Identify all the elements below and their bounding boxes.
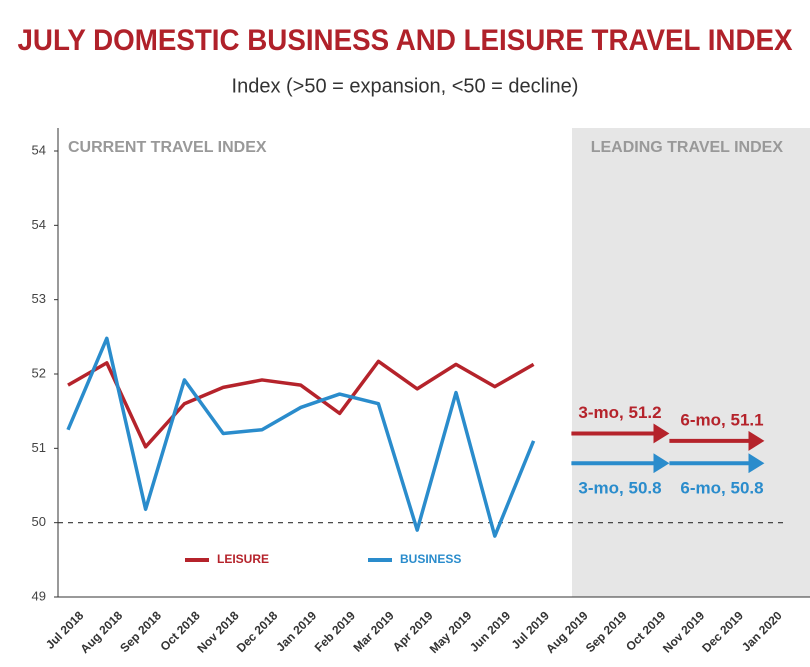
x-tick-label: Jun 2019 [467,608,513,654]
x-tick-label: Jan 2019 [273,608,319,654]
leading-label: LEADING TRAVEL INDEX [591,139,784,156]
x-tick-label: Aug 2018 [78,608,126,656]
y-tick-label: 54 [32,217,46,232]
leading-label: 6-mo, 50.8 [680,479,763,498]
x-tick-label: Nov 2018 [194,608,241,655]
y-tick-label: 52 [32,365,46,380]
x-tick-label: Nov 2019 [660,608,707,655]
y-tick-label: 50 [32,514,46,529]
x-tick-label: Jan 2020 [739,608,785,654]
x-tick-label: Sep 2018 [117,608,164,655]
leading-region [572,128,810,597]
chart-title: JULY DOMESTIC BUSINESS AND LEISURE TRAVE… [18,24,793,57]
leading-label: 3-mo, 51.2 [578,403,661,422]
x-tick-label: Mar 2019 [351,608,397,654]
series-line [67,359,535,449]
x-tick-label: Feb 2019 [312,608,358,654]
x-tick-label: Aug 2019 [543,608,591,656]
y-tick-label: 54 [32,142,46,157]
x-tick-label: Dec 2018 [234,608,281,655]
x-tick-label: Dec 2019 [699,608,746,655]
y-tick-label: 53 [32,291,46,306]
x-tick-label: May 2019 [427,608,475,656]
legend-label: LEISURE [217,552,269,566]
x-tick-label: Sep 2019 [583,608,630,655]
series-line [66,336,536,538]
leading-label: 6-mo, 51.1 [680,410,763,429]
y-tick-label: 51 [32,440,46,455]
subtitle: Index (>50 = expansion, <50 = decline) [232,75,579,97]
current-label: CURRENT TRAVEL INDEX [68,139,267,156]
y-tick-label: 49 [32,588,46,603]
legend-label: BUSINESS [400,552,461,566]
leading-label: 3-mo, 50.8 [578,479,661,498]
